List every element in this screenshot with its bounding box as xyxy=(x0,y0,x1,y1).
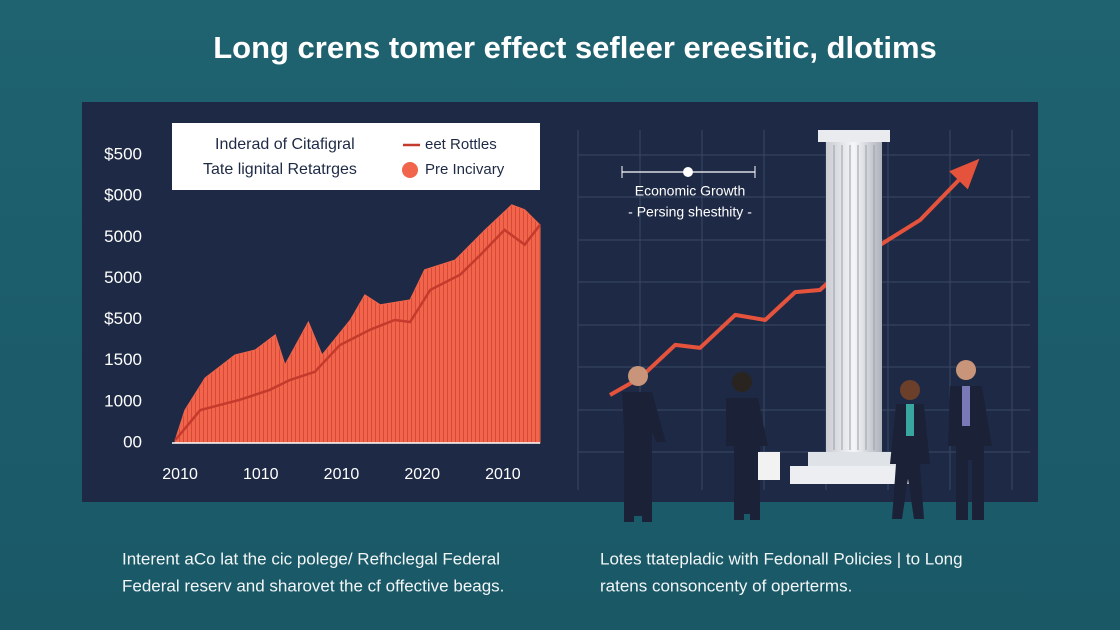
page-title: Long crens tomer effect sefleer ereesiti… xyxy=(213,30,937,65)
x-tick-label: 2020 xyxy=(404,466,440,483)
legend-box xyxy=(172,123,540,190)
x-tick-label: 2010 xyxy=(324,466,360,483)
x-tick-label: 1010 xyxy=(243,466,279,483)
y-tick-label: 1500 xyxy=(104,350,142,369)
right-chart xyxy=(609,158,980,397)
legend-label: Pre Incivary xyxy=(425,161,505,178)
annotation: Economic Growth xyxy=(635,183,745,199)
y-tick-label: $500 xyxy=(104,144,142,163)
left-chart: 00 1000 1500 $500 5000 5000 $000 $500 2010 1010 20… xyxy=(104,144,541,483)
caption: Lotes ttatepladic with Fedonall Policies… xyxy=(600,549,963,568)
legend-title: Inderad of Citafigral xyxy=(215,136,355,153)
y-tick-label: 5000 xyxy=(104,268,142,287)
pillar xyxy=(790,130,916,484)
y-tick-label: $000 xyxy=(104,186,142,205)
legend-symbol xyxy=(402,162,418,178)
y-tick-label: 00 xyxy=(123,432,142,451)
y-tick-label: $500 xyxy=(104,309,142,328)
line xyxy=(174,224,541,441)
annotation: - Persing shesthity - xyxy=(628,204,752,220)
arrow-head xyxy=(949,158,980,190)
x-tick-label: 2010 xyxy=(485,466,521,483)
legend-label: eet Rottles xyxy=(425,136,497,153)
caption: Interent aCo lat the cic polege/ Refhcle… xyxy=(122,549,500,568)
y-tick-label: 1000 xyxy=(104,391,142,410)
caption: Federal reserv and sharovet the cf offec… xyxy=(122,576,504,595)
y-tick-label: 5000 xyxy=(104,227,142,246)
legend-title: Tate lignital Retatrges xyxy=(203,161,357,178)
x-tick-label: 2010 xyxy=(162,466,198,483)
growth-line xyxy=(609,161,977,397)
legend: Pre Incivary eet Rottles xyxy=(402,136,505,178)
people xyxy=(622,360,992,522)
annotation-box xyxy=(621,166,756,178)
area xyxy=(174,204,541,444)
caption: ratens consoncenty of operterms. xyxy=(600,576,852,595)
